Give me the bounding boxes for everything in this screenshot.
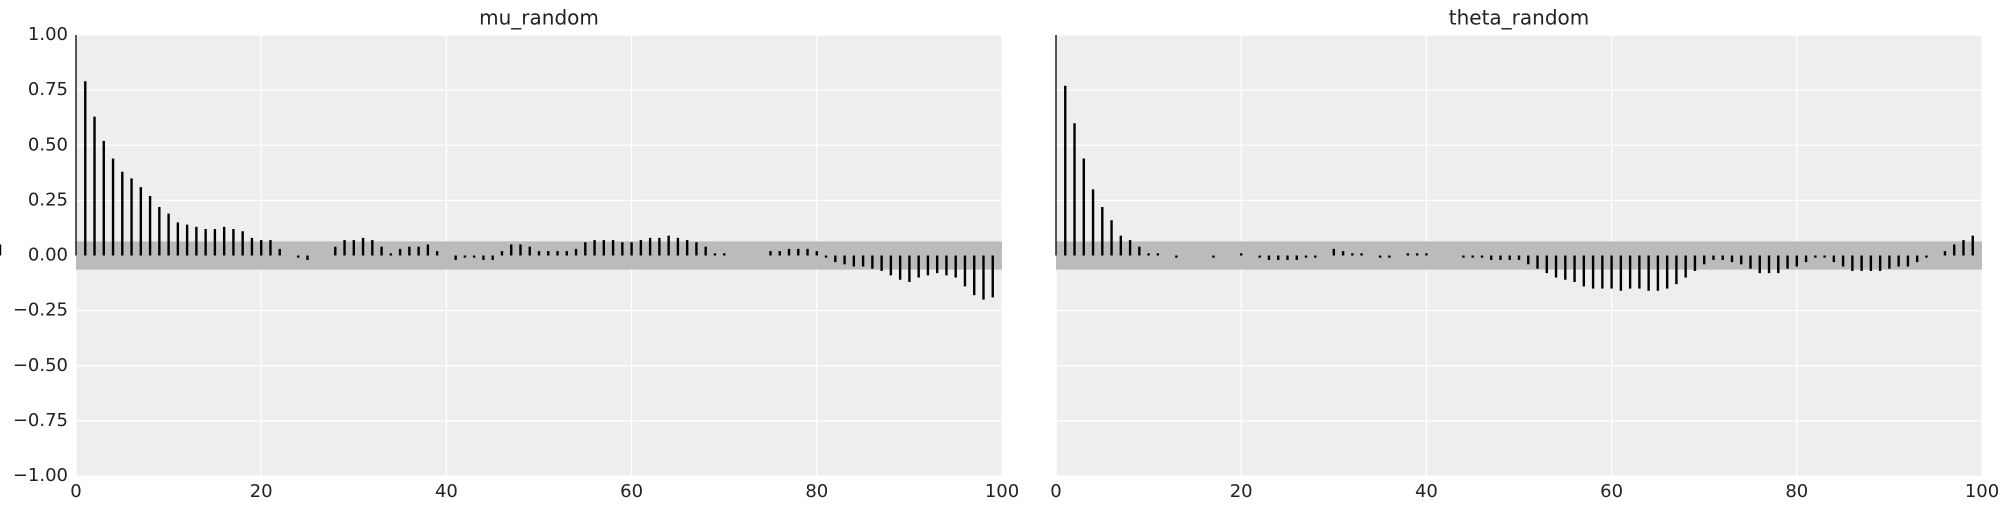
x-tick-label: 100 [985, 481, 1019, 502]
y-tick-label: 0.25 [28, 189, 68, 210]
x-tick-label: 20 [1230, 481, 1253, 502]
x-tick-label: 100 [1965, 481, 1999, 502]
x-tick-label: 40 [1415, 481, 1438, 502]
x-tick-label: 60 [620, 481, 643, 502]
x-tick-label: 80 [805, 481, 828, 502]
y-tick-label: −0.75 [13, 410, 68, 431]
y-tick-label: 0.00 [28, 245, 68, 266]
y-tick-label: 0.75 [28, 79, 68, 100]
x-tick-label: 40 [435, 481, 458, 502]
x-tick-label: 20 [250, 481, 273, 502]
x-tick-label: 60 [1600, 481, 1623, 502]
y-tick-label: −0.50 [13, 355, 68, 376]
y-tick-label: 1.00 [28, 24, 68, 45]
x-tick-label: 0 [70, 481, 81, 502]
y-tick-label: −0.25 [13, 300, 68, 321]
y-tick-label: −1.00 [13, 465, 68, 486]
chart-title: mu_random [479, 6, 599, 30]
x-tick-label: 0 [1050, 481, 1061, 502]
y-tick-label: 0.50 [28, 134, 68, 155]
chart-title: theta_random [1449, 6, 1590, 30]
x-tick-label: 80 [1785, 481, 1808, 502]
